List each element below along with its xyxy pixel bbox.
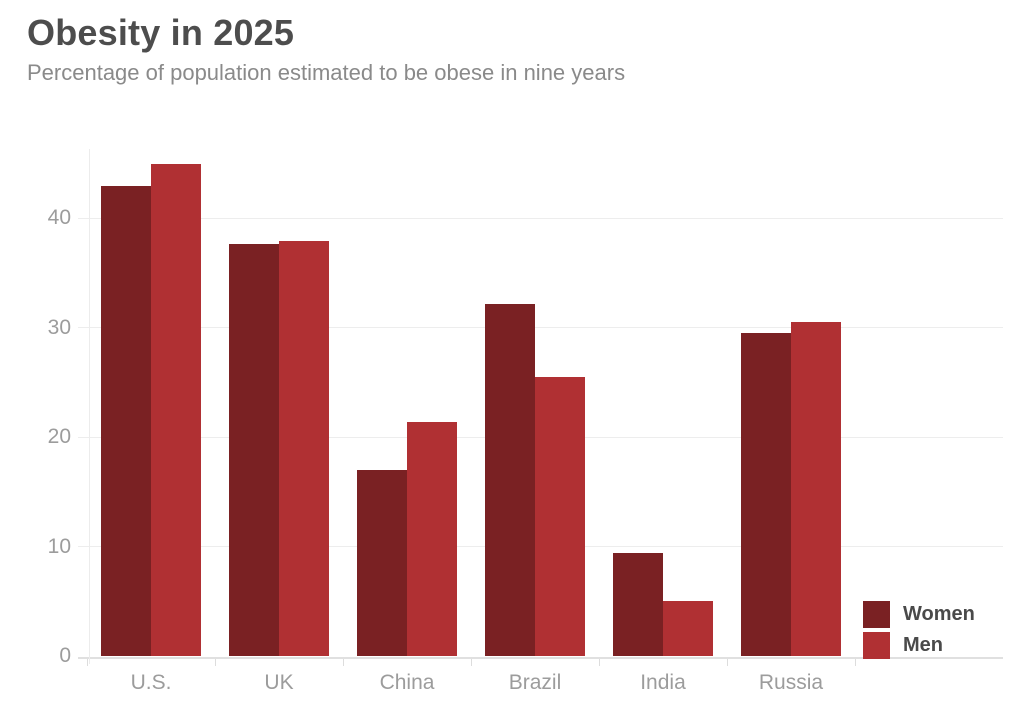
bar-women-us[interactable] bbox=[101, 185, 151, 656]
y-gridline bbox=[78, 217, 1003, 219]
chart-subtitle: Percentage of population estimated to be… bbox=[27, 60, 626, 85]
x-axis-tick bbox=[215, 659, 216, 666]
x-axis-category-label: India bbox=[640, 671, 686, 694]
x-axis-tick bbox=[471, 659, 472, 666]
bar-women-russia[interactable] bbox=[741, 333, 791, 656]
y-axis-tick-label: 30 bbox=[47, 315, 71, 339]
chart-title: Obesity in 2025 bbox=[27, 12, 295, 53]
legend-label-men: Men bbox=[903, 634, 943, 656]
bar-men-russia[interactable] bbox=[791, 322, 841, 656]
bar-women-uk[interactable] bbox=[229, 243, 279, 656]
x-axis-tick bbox=[855, 659, 856, 666]
x-axis-category-label: U.S. bbox=[130, 671, 172, 694]
y-axis-line bbox=[89, 149, 90, 664]
x-axis-tick bbox=[343, 659, 344, 666]
bar-men-us[interactable] bbox=[151, 163, 201, 656]
x-axis-tick bbox=[599, 659, 600, 666]
bar-men-brazil[interactable] bbox=[535, 377, 585, 656]
y-axis-tick-label: 0 bbox=[59, 644, 71, 667]
bar-men-india[interactable] bbox=[663, 601, 713, 656]
y-axis-tick-label: 20 bbox=[47, 425, 71, 449]
legend-item-men[interactable]: Men bbox=[863, 632, 975, 659]
bar-men-china[interactable] bbox=[407, 421, 457, 656]
legend-swatch-women bbox=[863, 601, 890, 628]
x-axis-category-label: UK bbox=[264, 671, 294, 694]
bar-women-china[interactable] bbox=[357, 470, 407, 656]
bar-men-uk[interactable] bbox=[279, 241, 329, 656]
x-axis-line bbox=[78, 657, 1003, 659]
legend-swatch-men bbox=[863, 632, 890, 659]
y-gridline bbox=[78, 327, 1003, 329]
x-axis-tick bbox=[727, 659, 728, 666]
x-axis-category-label: Russia bbox=[758, 671, 824, 694]
x-axis-tick bbox=[87, 659, 88, 666]
chart-legend: Women Men bbox=[863, 601, 975, 663]
bar-women-brazil[interactable] bbox=[485, 303, 535, 656]
x-axis-category-label: Brazil bbox=[508, 671, 562, 694]
legend-label-women: Women bbox=[903, 603, 975, 625]
bar-women-india[interactable] bbox=[613, 553, 663, 656]
x-axis-category-label: China bbox=[379, 671, 435, 694]
y-axis-tick-label: 40 bbox=[47, 206, 71, 230]
legend-item-women[interactable]: Women bbox=[863, 601, 975, 628]
y-axis-tick-label: 10 bbox=[47, 534, 71, 558]
